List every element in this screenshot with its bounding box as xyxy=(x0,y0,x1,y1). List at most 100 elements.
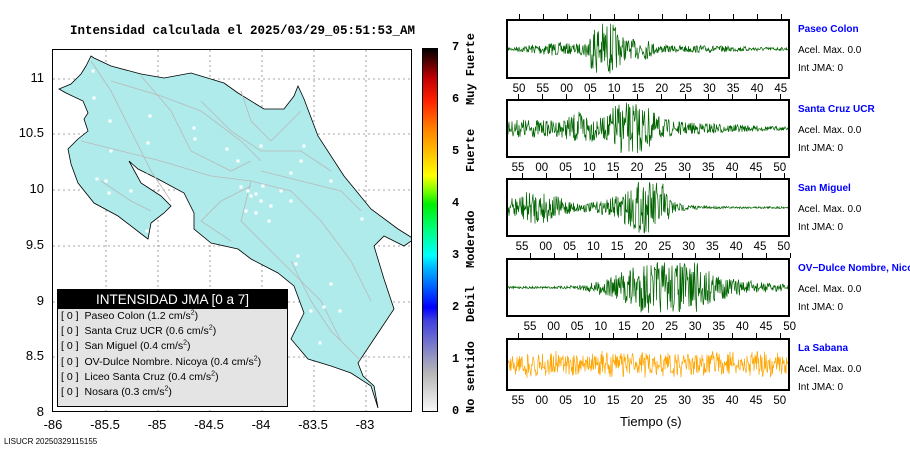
station-max-accel: Acel. Max. 0.0 xyxy=(798,284,862,295)
road xyxy=(100,180,152,212)
legend-item: [ 0 ] Liceo Santa Cruz (0.4 cm/s2) xyxy=(58,370,287,385)
y-tick-label: 10.5 xyxy=(18,125,44,140)
legend-exponent: 2 xyxy=(253,355,258,363)
waveform-trace xyxy=(507,181,789,234)
city-marker xyxy=(360,217,364,221)
tick-mark xyxy=(553,253,555,258)
waveform-tick-label: 45 xyxy=(759,321,773,333)
road xyxy=(240,180,342,342)
waveform-tick-label: 25 xyxy=(679,83,692,95)
legend-exponent: 2 xyxy=(183,339,188,347)
colorbar-tick-label: 1 xyxy=(452,352,460,366)
road xyxy=(90,60,172,202)
tick-mark xyxy=(589,333,591,338)
tick-mark xyxy=(577,253,579,258)
city-marker xyxy=(92,96,96,100)
waveform-tick-label: 50 xyxy=(773,395,787,407)
station-name: Santa Cruz UCR xyxy=(798,104,875,115)
city-marker xyxy=(91,69,95,73)
tick-mark xyxy=(756,94,757,99)
waveform-tick-label: 10 xyxy=(607,83,621,95)
tick-mark xyxy=(648,253,649,258)
city-marker xyxy=(146,141,150,145)
waveform-tick-label: 20 xyxy=(630,395,644,407)
tick-mark xyxy=(593,173,595,178)
waveform-tick-label: 50 xyxy=(783,321,796,333)
waveform-tick-label: 40 xyxy=(725,162,739,174)
city-marker xyxy=(129,189,133,193)
waveform-tick-label: 45 xyxy=(749,162,763,174)
tick-mark xyxy=(637,333,638,338)
tick-mark xyxy=(684,333,686,338)
city-marker xyxy=(144,173,148,177)
tick-mark xyxy=(780,14,782,19)
x-tick-label: -85.5 xyxy=(90,417,120,432)
city-marker xyxy=(296,254,300,258)
station-name: San Miguel xyxy=(798,183,851,194)
station-max-accel: Acel. Max. 0.0 xyxy=(798,364,862,375)
legend-close-paren: ) xyxy=(215,370,219,383)
legend-close-paren: ) xyxy=(257,355,262,368)
waveform-plot xyxy=(507,102,789,154)
tick-mark xyxy=(590,14,592,19)
y-tick-label: 8 xyxy=(36,404,44,419)
waveform-tick-label: 05 xyxy=(563,241,576,253)
legend-close-paren: ) xyxy=(194,310,199,322)
tick-mark xyxy=(732,333,734,338)
tick-mark xyxy=(660,94,662,99)
city-marker xyxy=(338,309,342,313)
waveform-tick-label: 15 xyxy=(610,241,624,253)
waveform-tick-label: 15 xyxy=(606,162,620,174)
city-marker xyxy=(246,189,250,193)
waveform-tick-label: 10 xyxy=(582,162,596,174)
colorbar-tick-label: 4 xyxy=(452,196,460,210)
waveform-tick-label: 30 xyxy=(678,162,691,174)
city-marker xyxy=(299,159,303,163)
city-marker xyxy=(318,341,322,345)
waveform-panel xyxy=(506,19,790,79)
waveform-tick-label: 50 xyxy=(777,241,791,253)
waveform-trace xyxy=(507,262,789,313)
tick-mark xyxy=(589,94,591,99)
city-marker xyxy=(329,282,333,286)
colorbar-level-label: Muy Fuerte xyxy=(464,32,478,105)
tick-mark xyxy=(522,173,523,178)
y-tick-label: 9.5 xyxy=(25,237,44,252)
city-marker xyxy=(259,144,263,148)
waveform-tick-label: 45 xyxy=(774,83,788,95)
y-tick-label: 11 xyxy=(30,70,45,85)
city-marker xyxy=(269,204,273,208)
legend-title: INTENSIDAD JMA [0 a 7] xyxy=(58,290,287,309)
intensity-legend: INTENSIDAD JMA [0 a 7] [ 0 ] Paseo Colon … xyxy=(57,289,288,407)
road xyxy=(200,185,252,242)
waveform-trace xyxy=(507,102,789,154)
city-marker xyxy=(302,144,306,148)
tick-mark xyxy=(566,14,568,19)
tick-mark xyxy=(624,253,626,258)
colorbar-level-label: Moderado xyxy=(464,210,478,268)
station-name: Paseo Colon xyxy=(798,24,859,35)
waveform-trace xyxy=(507,350,789,378)
city-marker xyxy=(259,199,263,203)
map-title: Intensidad calculada el 2025/03/29_05:51… xyxy=(70,24,416,38)
city-marker xyxy=(309,309,313,313)
x-tick-label: -86 xyxy=(43,417,63,432)
waveform-tick-label: 30 xyxy=(678,395,691,407)
city-marker xyxy=(104,179,108,183)
tick-mark xyxy=(518,333,519,338)
legend-close-paren: ) xyxy=(168,385,172,398)
tick-mark xyxy=(736,173,738,178)
tick-mark xyxy=(718,253,720,258)
legend-jma-value: [ 0 ] xyxy=(61,355,79,368)
city-marker xyxy=(322,305,326,309)
tick-mark xyxy=(766,253,767,258)
x-tick-label: -84 xyxy=(251,417,271,432)
road xyxy=(140,75,252,172)
waveform-tick-label: 20 xyxy=(641,321,655,333)
waveform-tick-label: 10 xyxy=(594,321,608,333)
waveform-panel xyxy=(506,338,790,391)
tick-mark xyxy=(688,173,690,178)
tick-mark xyxy=(637,94,638,99)
city-marker xyxy=(109,149,113,153)
tick-mark xyxy=(638,14,639,19)
